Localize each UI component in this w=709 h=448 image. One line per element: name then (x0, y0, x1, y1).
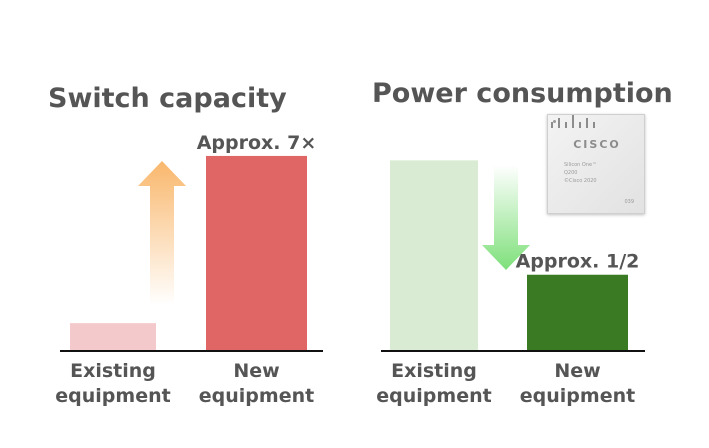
category-label: New (554, 360, 600, 382)
bar (206, 155, 307, 351)
chip-text: Silicon One™ Q200 ©Cisco 2020 (564, 161, 597, 185)
chip-code: 039 (624, 199, 634, 205)
chip-line: Silicon One™ (564, 162, 598, 168)
chart-title: Power consumption (372, 78, 673, 109)
data-label: Approx. 7× (197, 132, 317, 154)
cisco-logo-bars-icon (551, 115, 595, 128)
category-label: equipment (376, 385, 491, 407)
category-label: equipment (55, 385, 170, 407)
chip-line: Q200 (564, 170, 578, 176)
category-label: equipment (199, 385, 314, 407)
chip-brand: CISCO (573, 138, 621, 151)
down-arrow-icon (482, 165, 530, 270)
cisco-chip-image: CISCO Silicon One™ Q200 ©Cisco 2020 039 (547, 114, 645, 214)
up-arrow-icon (138, 161, 186, 305)
bar (527, 274, 628, 351)
chip-line: ©Cisco 2020 (564, 178, 597, 184)
bar (390, 160, 478, 351)
chip-pin-dot (553, 120, 556, 123)
category-label: Existing (391, 360, 477, 382)
data-label: Approx. 1/2 (516, 251, 640, 273)
category-label: New (233, 360, 279, 382)
category-label: equipment (520, 385, 635, 407)
category-label: Existing (70, 360, 156, 382)
bar (70, 323, 156, 351)
chart-title: Switch capacity (48, 83, 287, 114)
